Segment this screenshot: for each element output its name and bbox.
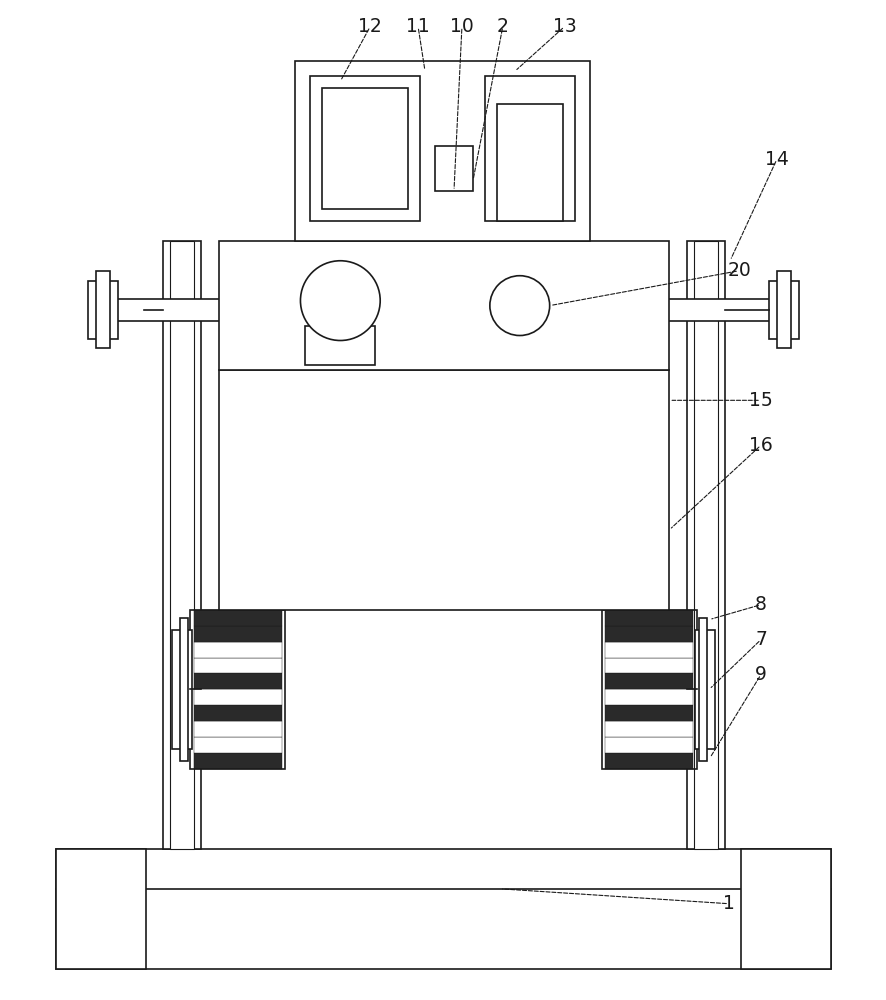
Text: 2: 2 [496,17,509,36]
Text: 9: 9 [754,665,766,684]
Bar [193,610,281,626]
Text: 14: 14 [764,150,788,169]
Bar [193,658,281,673]
Bar [305,326,375,365]
Bar [695,630,714,749]
Bar [169,241,193,849]
Bar [605,689,693,705]
Text: 7: 7 [754,630,766,649]
Bar [605,626,693,642]
Text: 11: 11 [406,17,430,36]
Bar [193,721,281,737]
Bar [193,689,281,705]
Bar [96,271,110,348]
Text: 13: 13 [552,17,576,36]
Bar [434,146,472,191]
Text: 15: 15 [749,391,772,410]
Bar [601,610,696,769]
Circle shape [489,276,549,336]
Bar [485,76,574,221]
Bar [219,241,669,370]
Bar [193,673,281,689]
Bar [163,241,200,849]
Bar [193,737,281,753]
Text: 20: 20 [727,261,750,280]
Bar [496,104,562,221]
Bar [605,737,693,753]
Bar [605,673,693,689]
Text: 8: 8 [754,595,766,614]
Bar [56,849,146,969]
Bar [698,618,706,761]
Text: 16: 16 [749,436,772,455]
Bar [219,370,669,610]
Bar [694,241,718,849]
Text: 10: 10 [449,17,473,36]
Bar [605,658,693,673]
Bar [193,753,281,769]
Bar [193,626,281,642]
Text: 12: 12 [358,17,382,36]
Bar [605,721,693,737]
Bar [193,705,281,721]
Bar [116,299,770,321]
Bar [56,849,830,969]
Bar [687,241,724,849]
Circle shape [300,261,380,341]
Bar [88,281,118,339]
Bar [740,849,830,969]
Bar [310,76,420,221]
Bar [295,61,589,241]
Bar [190,610,285,769]
Bar [605,642,693,658]
Bar [768,281,798,339]
Bar [322,88,408,209]
Bar [605,610,693,626]
Text: 1: 1 [722,894,734,913]
Bar [605,753,693,769]
Bar [605,705,693,721]
Bar [180,618,188,761]
Bar [193,642,281,658]
Bar [172,630,191,749]
Bar [776,271,790,348]
